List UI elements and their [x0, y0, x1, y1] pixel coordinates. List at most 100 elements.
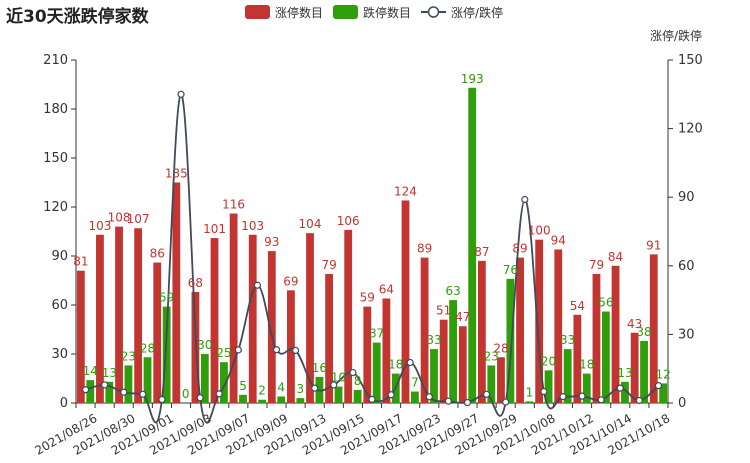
- legend-swatch-limit-down: [333, 5, 358, 19]
- label-limit-down: 25: [216, 346, 231, 360]
- bar-limit-up: [458, 326, 467, 403]
- label-limit-down: 76: [503, 263, 518, 277]
- bar-limit-up: [630, 332, 639, 403]
- label-limit-down: 0: [182, 387, 190, 401]
- ratio-point: [425, 393, 433, 401]
- bar-limit-down: [239, 394, 247, 403]
- ratio-point: [444, 397, 452, 405]
- ratio-point: [368, 395, 376, 403]
- bar-limit-up: [363, 306, 372, 403]
- ratio-point: [81, 386, 90, 394]
- y-left-tick-label: 30: [51, 347, 68, 362]
- label-limit-up: 51: [436, 304, 451, 318]
- bar-limit-up: [382, 298, 391, 403]
- bar-limit-up: [611, 265, 620, 403]
- legend-label-limit-down: 跌停数目: [363, 5, 411, 20]
- ratio-point: [502, 398, 510, 406]
- bar-limit-up: [573, 314, 582, 403]
- bar-limit-down: [601, 311, 610, 403]
- bar-limit-down: [449, 300, 457, 403]
- bar-limit-down: [353, 389, 362, 403]
- bar-limit-down: [162, 306, 171, 403]
- label-limit-up: 135: [165, 167, 188, 181]
- chart-title: 近30天涨跌停家数: [6, 7, 149, 27]
- label-limit-down: 28: [140, 341, 155, 355]
- bar-limit-down: [258, 399, 267, 403]
- y-left-tick-label: 120: [43, 200, 68, 215]
- label-limit-up: 93: [264, 235, 279, 249]
- ratio-line-path: [85, 93, 660, 424]
- label-limit-up: 103: [241, 219, 264, 233]
- label-limit-down: 4: [277, 380, 285, 394]
- ratio-line: [81, 90, 663, 424]
- label-limit-down: 18: [579, 358, 594, 372]
- ratio-point: [578, 392, 586, 400]
- label-limit-down: 59: [159, 291, 174, 305]
- label-limit-down: 8: [354, 374, 362, 388]
- bar-limit-up: [344, 229, 353, 403]
- ratio-point: [234, 346, 242, 354]
- label-limit-up: 69: [283, 274, 298, 288]
- label-limit-down: 10: [331, 371, 346, 385]
- label-limit-up: 108: [108, 211, 131, 225]
- label-limit-down: 13: [617, 366, 632, 380]
- label-limit-down: 3: [296, 382, 304, 396]
- label-limit-up: 124: [394, 184, 417, 198]
- ratio-point: [387, 391, 395, 399]
- bar-limit-up: [439, 319, 448, 403]
- bar-limit-down: [296, 398, 305, 403]
- bar-limit-down: [525, 401, 534, 403]
- label-limit-up: 101: [203, 222, 226, 236]
- label-limit-down: 33: [426, 333, 441, 347]
- bar-limit-up: [401, 200, 410, 403]
- ratio-point: [272, 346, 281, 354]
- bar-limit-up: [96, 234, 104, 403]
- label-limit-up: 64: [379, 282, 394, 296]
- ratio-point: [616, 384, 624, 392]
- bar-limit-down: [334, 386, 343, 403]
- y-right-tick-label: 60: [678, 259, 695, 274]
- bar-limit-down: [544, 370, 553, 403]
- ratio-point: [654, 382, 663, 390]
- label-limit-up: 28: [493, 341, 508, 355]
- ratio-point: [540, 387, 548, 396]
- label-limit-down: 2: [258, 384, 266, 398]
- bar-limit-up: [191, 291, 200, 403]
- label-limit-up: 89: [417, 242, 432, 256]
- label-limit-down: 12: [656, 367, 671, 381]
- bar-limit-up: [649, 254, 658, 403]
- bar-limit-down: [372, 342, 381, 403]
- bar-limit-up: [267, 251, 276, 403]
- label-limit-up: 54: [570, 299, 585, 313]
- label-limit-down: 18: [388, 358, 403, 372]
- ratio-point: [215, 390, 223, 398]
- bar-limit-down: [563, 349, 572, 403]
- label-limit-down: 16: [312, 361, 327, 375]
- y-right-tick-label: 90: [678, 190, 695, 205]
- y-left-tick-label: 90: [51, 249, 68, 264]
- label-limit-up: 100: [528, 224, 551, 238]
- label-limit-up: 89: [512, 242, 527, 256]
- label-limit-up: 94: [551, 233, 566, 247]
- label-limit-up: 43: [627, 317, 642, 331]
- label-limit-up: 59: [360, 291, 375, 305]
- y-right-tick-label: 30: [678, 327, 695, 342]
- ratio-point: [120, 388, 128, 396]
- y-right-axis-name: 涨停/跌停: [650, 28, 702, 43]
- label-limit-up: 103: [88, 219, 111, 233]
- label-limit-down: 38: [636, 325, 651, 339]
- label-limit-down: 30: [197, 338, 212, 352]
- bar-limit-down: [86, 380, 95, 403]
- label-limit-down: 1: [526, 385, 534, 399]
- label-limit-up: 84: [608, 250, 623, 264]
- bar-limit-up: [76, 270, 85, 403]
- ratio-point: [101, 381, 109, 389]
- label-limit-down: 20: [541, 354, 556, 368]
- label-limit-up: 106: [337, 214, 360, 228]
- bar-limit-up: [592, 273, 601, 403]
- ratio-point: [330, 381, 338, 389]
- ratio-point: [559, 392, 567, 401]
- bar-limit-up: [306, 233, 314, 403]
- legend[interactable]: 涨停数目 跌停数目 涨停/跌停: [245, 5, 503, 20]
